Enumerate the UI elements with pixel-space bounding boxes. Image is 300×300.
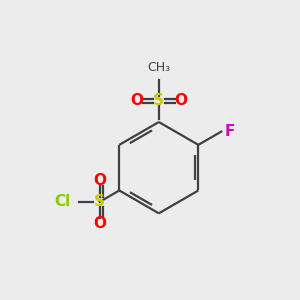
Text: S: S bbox=[94, 194, 105, 209]
Text: O: O bbox=[130, 94, 143, 109]
Text: CH₃: CH₃ bbox=[147, 61, 170, 74]
Text: Cl: Cl bbox=[54, 194, 70, 209]
Text: O: O bbox=[174, 94, 188, 109]
Text: S: S bbox=[153, 94, 164, 109]
Text: F: F bbox=[224, 124, 235, 139]
Text: O: O bbox=[93, 215, 106, 230]
Text: O: O bbox=[93, 173, 106, 188]
